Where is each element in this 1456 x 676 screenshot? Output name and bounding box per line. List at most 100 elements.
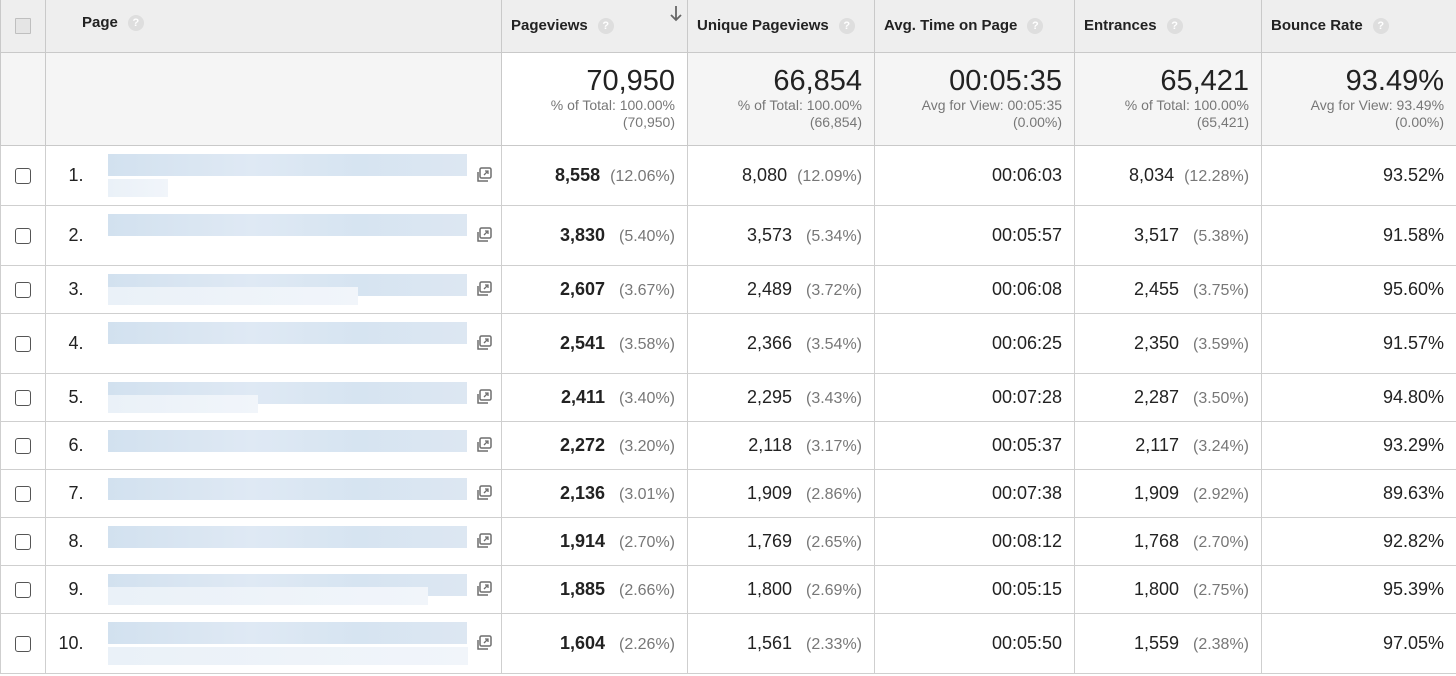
- totals-value: 66,854: [773, 64, 863, 97]
- row-checkbox[interactable]: [15, 167, 31, 184]
- unique-pageviews-value: 1,561: [746, 632, 793, 653]
- redacted-page-path-overflow: [107, 586, 428, 605]
- entrances-cell: 2,455 (3.75%): [1074, 265, 1263, 314]
- redacted-page-path[interactable]: [107, 525, 468, 548]
- pageviews-value: 8,558: [555, 164, 601, 185]
- row-checkbox[interactable]: [15, 533, 31, 550]
- row-checkbox-cell: [0, 517, 46, 566]
- unique-pageviews-value: 1,769: [746, 530, 793, 551]
- row-checkbox[interactable]: [15, 485, 31, 502]
- avg-time-value: 00:07:28: [991, 386, 1063, 407]
- page-cell[interactable]: [93, 421, 503, 470]
- page-cell[interactable]: [93, 517, 503, 566]
- help-icon[interactable]: ?: [838, 17, 855, 34]
- row-checkbox[interactable]: [15, 335, 31, 352]
- help-icon[interactable]: ?: [1166, 17, 1183, 34]
- redacted-page-path[interactable]: [107, 477, 468, 500]
- open-in-new-window-icon[interactable]: [475, 436, 493, 454]
- sort-descending-icon[interactable]: [669, 5, 683, 23]
- unique-pageviews-percent: (2.33%): [805, 635, 863, 653]
- page-cell[interactable]: [93, 469, 503, 518]
- avg-time-cell: 00:07:38: [874, 469, 1076, 518]
- entrances-value: 1,559: [1133, 632, 1180, 653]
- col-header-page[interactable]: Page ?: [45, 0, 503, 53]
- row-checkbox[interactable]: [15, 227, 31, 244]
- open-in-new-window-icon[interactable]: [475, 484, 493, 502]
- col-header-bounce-rate-label: Bounce Rate: [1271, 17, 1363, 35]
- page-cell[interactable]: [93, 565, 503, 614]
- avg-time-cell: 00:05:57: [874, 205, 1076, 266]
- col-header-avg-time[interactable]: Avg. Time on Page ?: [874, 0, 1076, 53]
- row-checkbox[interactable]: [15, 389, 31, 406]
- redacted-page-path[interactable]: [107, 321, 468, 344]
- row-checkbox-cell: [0, 421, 46, 470]
- entrances-value: 2,455: [1133, 278, 1180, 299]
- totals-subtext: % of Total: 100.00%: [737, 96, 863, 113]
- avg-time-cell: 00:05:50: [874, 613, 1076, 674]
- unique-pageviews-cell: 2,295 (3.43%): [687, 373, 876, 422]
- table-row: 5. 2,411 (3.40%) 2,295 (3.43%) 00:07:28 2,…: [0, 373, 1456, 422]
- redacted-page-path[interactable]: [107, 213, 468, 236]
- help-icon[interactable]: ?: [127, 14, 144, 31]
- page-cell[interactable]: [93, 613, 503, 674]
- totals-subtext: % of Total: 100.00%: [550, 96, 676, 113]
- unique-pageviews-cell: 1,769 (2.65%): [687, 517, 876, 566]
- page-cell[interactable]: [93, 145, 503, 206]
- avg-time-value: 00:05:50: [991, 632, 1063, 653]
- avg-time-value: 00:05:15: [991, 578, 1063, 599]
- open-in-new-window-icon[interactable]: [475, 280, 493, 298]
- entrances-cell: 1,909 (2.92%): [1074, 469, 1263, 518]
- totals-pageviews: 70,950 % of Total: 100.00% (70,950): [501, 52, 689, 146]
- help-icon[interactable]: ?: [1027, 17, 1044, 34]
- row-number: 6.: [45, 421, 94, 470]
- help-icon[interactable]: ?: [597, 17, 614, 34]
- page-cell[interactable]: [93, 313, 503, 374]
- table-row: 8. 1,914 (2.70%) 1,769 (2.65%) 00:08:12 1,…: [0, 517, 1456, 566]
- open-in-new-window-icon[interactable]: [475, 634, 493, 652]
- row-checkbox[interactable]: [15, 437, 31, 454]
- bounce-rate-cell: 95.60%: [1261, 265, 1456, 314]
- help-icon[interactable]: ?: [1372, 17, 1389, 34]
- avg-time-value: 00:07:38: [991, 482, 1063, 503]
- open-in-new-window-icon[interactable]: [475, 388, 493, 406]
- header-row: Page ? Pageviews ? Unique Pageviews ?: [0, 0, 1456, 53]
- unique-pageviews-percent: (12.09%): [797, 167, 863, 185]
- avg-time-cell: 00:06:08: [874, 265, 1076, 314]
- row-number: 7.: [45, 469, 94, 518]
- col-header-unique-pageviews[interactable]: Unique Pageviews ?: [687, 0, 876, 53]
- pageviews-percent: (2.70%): [618, 533, 676, 551]
- select-all-checkbox[interactable]: [15, 17, 31, 34]
- open-in-new-window-icon[interactable]: [475, 580, 493, 598]
- entrances-percent: (2.92%): [1192, 485, 1250, 503]
- page-cell[interactable]: [93, 205, 503, 266]
- pageviews-value: 2,136: [559, 482, 606, 503]
- bounce-rate-value: 92.82%: [1382, 530, 1445, 551]
- entrances-value: 1,768: [1133, 530, 1180, 551]
- col-header-entrances[interactable]: Entrances ?: [1074, 0, 1263, 53]
- pageviews-cell: 1,914 (2.70%): [501, 517, 689, 566]
- totals-value: 00:05:35: [949, 64, 1063, 97]
- avg-time-cell: 00:07:28: [874, 373, 1076, 422]
- row-checkbox[interactable]: [15, 581, 31, 598]
- row-checkbox[interactable]: [15, 635, 31, 652]
- avg-time-cell: 00:05:15: [874, 565, 1076, 614]
- redacted-page-path[interactable]: [107, 621, 468, 644]
- open-in-new-window-icon[interactable]: [475, 166, 493, 184]
- page-cell[interactable]: [93, 373, 503, 422]
- open-in-new-window-icon[interactable]: [475, 226, 493, 244]
- unique-pageviews-value: 3,573: [746, 224, 793, 245]
- col-header-bounce-rate[interactable]: Bounce Rate ?: [1261, 0, 1456, 53]
- page-cell[interactable]: [93, 265, 503, 314]
- pageviews-cell: 1,604 (2.26%): [501, 613, 689, 674]
- row-checkbox[interactable]: [15, 281, 31, 298]
- open-in-new-window-icon[interactable]: [475, 532, 493, 550]
- unique-pageviews-cell: 2,118 (3.17%): [687, 421, 876, 470]
- redacted-page-path-overflow: [107, 178, 168, 197]
- table-row: 2. 3,830 (5.40%) 3,573 (5.34%) 00:05:57 3,…: [0, 205, 1456, 266]
- open-in-new-window-icon[interactable]: [475, 334, 493, 352]
- col-header-pageviews[interactable]: Pageviews ?: [501, 0, 689, 53]
- entrances-cell: 1,768 (2.70%): [1074, 517, 1263, 566]
- redacted-page-path[interactable]: [107, 153, 468, 176]
- row-checkbox-cell: [0, 145, 46, 206]
- redacted-page-path[interactable]: [107, 429, 468, 452]
